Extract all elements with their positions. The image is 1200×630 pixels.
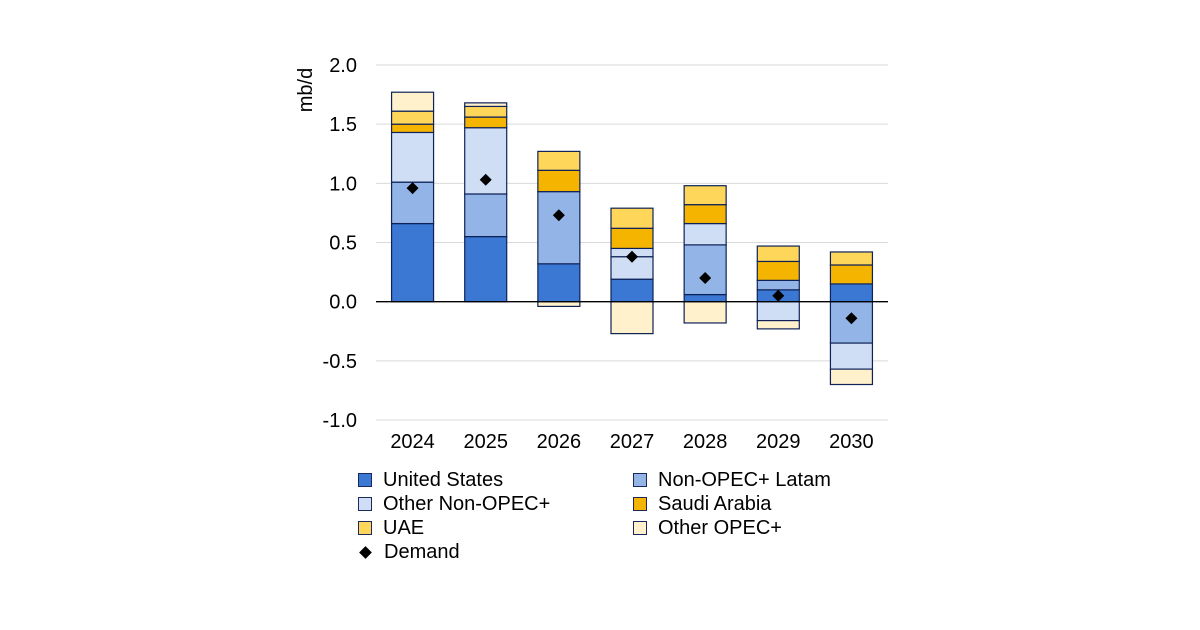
demand-marker <box>626 250 638 263</box>
bar-segment-other-opec- <box>537 301 581 307</box>
legend-label: Other OPEC+ <box>658 516 782 539</box>
bar-segment-saudi-arabia <box>464 116 508 129</box>
bar-segment-united-states <box>464 235 508 303</box>
bar-segment-uae <box>756 245 800 263</box>
legend-swatch <box>358 473 372 487</box>
demand-marker <box>699 272 712 284</box>
x-tick-label: 2025 <box>463 431 508 453</box>
y-tick-label: 0.0 <box>329 292 357 314</box>
bar-segment-other-opec- <box>756 320 800 330</box>
bar-segment-non-opec-latam <box>464 193 508 238</box>
legend-label: Saudi Arabia <box>658 492 772 515</box>
x-tick-label: 2028 <box>683 431 728 453</box>
legend-item-other-opec: Other OPEC+ <box>633 516 878 540</box>
legend-swatch <box>633 473 647 487</box>
x-tick-labels: 2024 2025 2026 2027 2028 2029 2030 <box>390 431 873 453</box>
y-tick-label: -0.5 <box>323 351 357 373</box>
legend-label: Other Non-OPEC+ <box>383 492 551 515</box>
demand-marker <box>406 182 419 195</box>
bar-segment-other-non-opec- <box>829 342 874 370</box>
x-tick-label: 2027 <box>610 431 655 453</box>
legend-item-demand: Demand <box>358 540 633 564</box>
bar-segment-other-opec- <box>829 368 874 386</box>
x-tick-label: 2030 <box>829 431 874 453</box>
bar-segment-saudi-arabia <box>683 204 727 225</box>
legend-item-uae: UAE <box>358 516 633 540</box>
x-tick-label: 2024 <box>390 431 435 453</box>
bar-segment-saudi-arabia <box>756 260 800 281</box>
bar-segment-united-states <box>537 263 581 303</box>
bar-segment-non-opec-latam <box>756 279 800 291</box>
bar-segment-saudi-arabia <box>537 169 581 193</box>
bar-segment-uae <box>537 150 581 171</box>
y-tick-labels: -1.0 -0.5 0.0 0.5 1.0 1.5 2.0 <box>323 55 357 432</box>
y-tick-label: 0.5 <box>329 233 357 255</box>
bar-segment-saudi-arabia <box>610 227 654 250</box>
bar-segment-uae <box>390 110 435 125</box>
legend-item-saudi-arabia: Saudi Arabia <box>633 492 878 516</box>
legend-swatch <box>633 497 647 511</box>
bar-segment-united-states <box>829 283 874 303</box>
legend-label: United States <box>383 468 504 491</box>
legend-item-united-states: United States <box>358 468 633 492</box>
bar-segment-other-opec- <box>390 91 435 112</box>
bar-segment-united-states <box>390 222 435 303</box>
y-tick-label: 1.5 <box>329 114 357 136</box>
y-axis-label: mb/d <box>295 68 317 112</box>
bars <box>390 91 874 386</box>
bar-segment-uae <box>610 207 654 229</box>
demand-marker <box>772 289 785 302</box>
legend-item-other-non-opec: Other Non-OPEC+ <box>358 492 633 516</box>
diamond-icon <box>359 545 372 559</box>
legend-swatch <box>358 521 372 535</box>
bar-segment-other-opec- <box>610 301 654 335</box>
bar-segment-uae <box>464 105 508 118</box>
demand-marker <box>845 312 858 325</box>
y-tick-label: -1.0 <box>323 410 357 432</box>
demand-markers <box>406 173 858 325</box>
legend-swatch <box>633 521 647 535</box>
bar-segment-united-states <box>683 293 727 303</box>
bar-segment-other-non-opec- <box>756 301 800 322</box>
bar-segment-uae <box>829 251 874 266</box>
bar-segment-saudi-arabia <box>829 264 874 285</box>
bar-segment-other-opec- <box>683 301 727 324</box>
y-tick-label: 1.0 <box>329 173 357 195</box>
bar-segment-saudi-arabia <box>390 123 435 134</box>
bar-segment-other-non-opec- <box>390 131 435 183</box>
legend: United States Non-OPEC+ Latam Other Non-… <box>358 468 878 564</box>
bar-segment-united-states <box>610 278 654 303</box>
demand-marker <box>479 173 492 186</box>
bar-segment-other-non-opec- <box>683 222 727 246</box>
x-tick-label: 2029 <box>756 431 801 453</box>
bar-segment-uae <box>683 185 727 206</box>
x-tick-label: 2026 <box>537 431 582 453</box>
legend-item-non-opec-latam: Non-OPEC+ Latam <box>633 468 878 492</box>
y-tick-label: 2.0 <box>329 55 357 77</box>
demand-marker <box>552 209 565 222</box>
legend-label: UAE <box>383 516 425 539</box>
bar-segment-other-opec- <box>464 102 508 108</box>
legend-label: Demand <box>384 540 460 563</box>
legend-swatch <box>358 497 372 511</box>
bar-segment-non-opec-latam <box>537 191 581 265</box>
legend-label: Non-OPEC+ Latam <box>658 468 831 491</box>
bar-segment-non-opec-latam <box>683 244 727 296</box>
